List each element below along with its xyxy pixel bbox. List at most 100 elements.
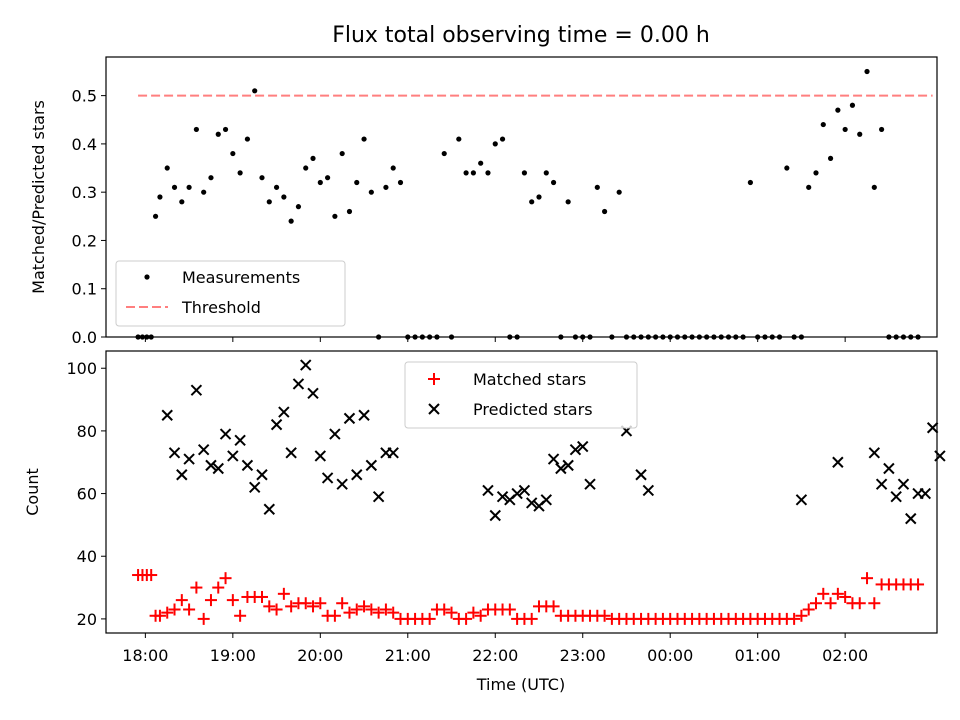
predicted-stroke (562, 459, 574, 472)
predicted-stars-point (919, 487, 932, 500)
measurement-point (215, 131, 221, 137)
matched-stars-point (831, 587, 844, 600)
predicted-stars-point (883, 462, 895, 475)
measurement-point (397, 179, 404, 186)
predicted-stroke (248, 481, 261, 494)
predicted-stars-point (511, 487, 523, 500)
measurement-point (602, 208, 608, 215)
measurement-point (492, 141, 498, 147)
predicted-stars-point (905, 512, 917, 525)
measurement-point (222, 126, 229, 133)
measurement-point (230, 150, 236, 157)
matched-stars-point (314, 597, 327, 610)
measurement-point (295, 204, 302, 210)
predicted-stroke (795, 494, 808, 506)
predicted-stars-point (241, 459, 254, 472)
predicted-stroke (183, 453, 195, 465)
matched-stars-point (809, 597, 822, 610)
predicted-stars-point (540, 494, 552, 506)
measurement-point (193, 126, 199, 133)
measurement-point (441, 150, 447, 157)
matched-stars-point (270, 603, 283, 616)
predicted-stroke (387, 447, 399, 459)
measurement-point (864, 68, 870, 75)
matched-stars-point (161, 606, 174, 619)
predicted-stroke (329, 428, 341, 440)
legend-measurements-label: Measurements (182, 268, 300, 287)
predicted-stars-point (190, 384, 203, 396)
predicted-stroke (307, 387, 319, 400)
predicted-stars-point (292, 378, 305, 390)
predicted-stroke (540, 494, 552, 506)
predicted-stars-point (387, 447, 399, 459)
x-axis-label: Time (UTC) (476, 675, 565, 694)
predicted-stars-point (263, 503, 275, 515)
measurement-point (594, 184, 600, 190)
x-tick-label: 20:00 (297, 646, 343, 665)
predicted-stroke (278, 406, 290, 418)
measurement-point (186, 184, 192, 190)
matched-stars-point (824, 597, 837, 610)
predicted-stroke (635, 469, 647, 481)
top-panel: 0.0 0.1 0.2 0.3 0.4 0.5 Matched/Predicted sta… (29, 56, 938, 347)
matched-stars-point (263, 600, 276, 613)
x-tick-label: 18:00 (122, 646, 168, 665)
measurement-point (237, 170, 243, 176)
matched-stars-point (204, 594, 217, 607)
predicted-stroke (168, 447, 181, 459)
predicted-stroke (489, 509, 501, 522)
measurement-point (310, 155, 316, 161)
predicted-stroke (897, 478, 910, 490)
predicted-stroke (212, 462, 224, 475)
matched-stars-point (387, 606, 400, 619)
top-legend-box (115, 260, 346, 327)
predicted-stars-point (518, 484, 531, 497)
matched-stars-point (358, 600, 371, 613)
matched-stars-point (861, 572, 874, 585)
measurement-point (784, 165, 790, 171)
measurement-point (849, 102, 856, 108)
measurement-point (288, 218, 294, 224)
predicted-stroke (205, 459, 217, 472)
predicted-stroke (875, 478, 888, 490)
predicted-stars-point (562, 459, 574, 472)
measurement-point (879, 126, 885, 133)
legend-predicted-label: Predicted stars (473, 400, 593, 419)
matched-stars-point (853, 597, 866, 610)
predicted-stroke (372, 490, 385, 503)
matched-stars-point (474, 609, 487, 622)
predicted-stars-point (321, 472, 334, 484)
bottom-legend-box (404, 361, 638, 429)
measurement-point (281, 194, 287, 200)
predicted-stroke (285, 447, 297, 459)
x-tick-label: 01:00 (735, 646, 781, 665)
top-y-axis-label: Matched/Predicted stars (29, 100, 48, 294)
bottom-y-tick-label: 20 (77, 610, 97, 629)
predicted-stroke (176, 469, 188, 481)
matched-stars-point (503, 603, 516, 616)
predicted-stroke (227, 450, 239, 462)
matched-stars-point (802, 603, 815, 616)
predicted-stroke (905, 512, 917, 525)
measurement-point (827, 155, 834, 161)
legend-measurements-marker (144, 274, 150, 280)
measurement-point (616, 189, 622, 195)
predicted-stars-point (875, 478, 888, 490)
measurement-point (259, 175, 265, 181)
predicted-stars-point (176, 469, 188, 481)
predicted-stroke (234, 434, 246, 447)
predicted-stars-point (482, 484, 494, 497)
bottom-legend: Matched stars Predicted stars (404, 361, 638, 429)
matched-stars-point (328, 609, 341, 622)
legend-threshold-label: Threshold (181, 298, 261, 317)
predicted-stroke (525, 497, 538, 509)
measurement-point (857, 131, 863, 137)
predicted-stars-point (584, 478, 596, 490)
predicted-stroke (351, 469, 363, 481)
matched-stars-point (839, 590, 852, 603)
bottom-y-tick-label: 40 (77, 547, 97, 566)
x-tick-label: 22:00 (472, 646, 518, 665)
measurement-point (835, 107, 841, 113)
matched-stars-point (817, 587, 830, 600)
matched-stars-point (336, 597, 349, 610)
